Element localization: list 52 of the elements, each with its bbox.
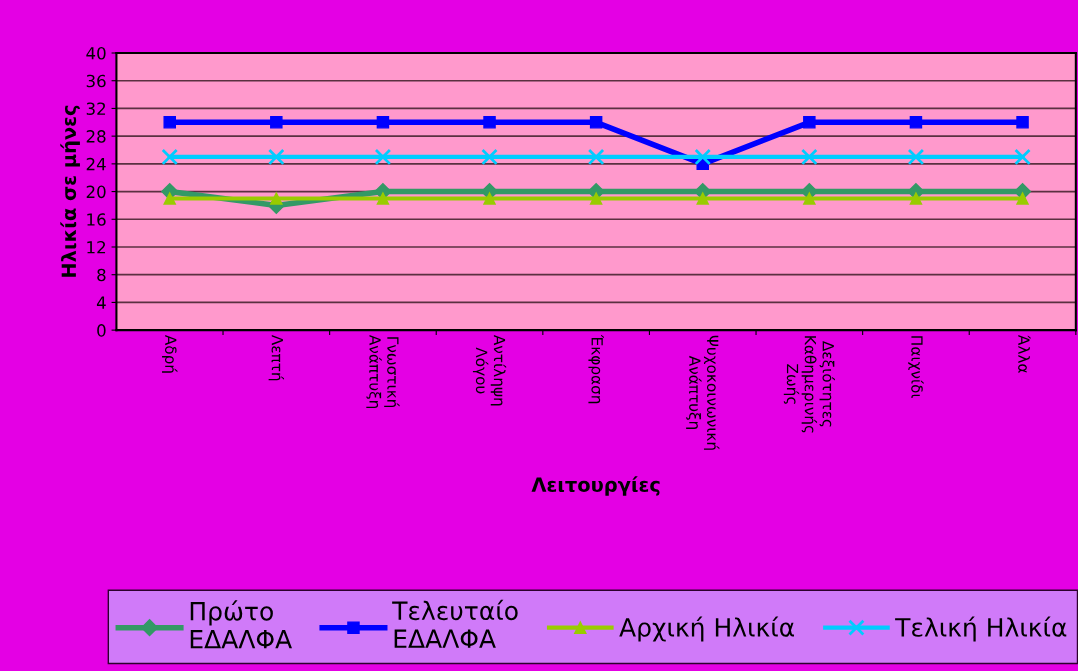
point [1016,116,1029,129]
y-tick-label: 28 [86,130,106,143]
y-axis-title: Ηλικία σε μήνες [60,105,80,277]
x-tick-label: Παιχνίδι [908,336,924,399]
y-tick-label: 0 [97,324,106,337]
x-tick-label: Άλλα [1018,334,1031,373]
point [801,148,818,166]
y-tick-label: 40 [86,46,106,60]
point [1016,192,1029,205]
point [270,116,283,129]
x-tick-label: Έκφραση [588,334,604,404]
point [909,116,923,129]
point [163,116,176,129]
point [694,148,712,166]
legend-label: Πρώτο ΕΔΑΛΦΑ [190,600,292,649]
x-tick-label: Ψυχοκοινωνική Ανάπτυξη [686,335,720,450]
x-tick-label: Λεπτή [268,334,285,381]
point [483,192,496,205]
legend-label: Τελική Ηλικία [895,616,1067,642]
point [270,192,283,205]
point [589,192,603,205]
x-tick-label: Γνωστική Ανάπτυξη [366,334,400,409]
point [481,148,498,166]
point [696,192,709,205]
y-tick-label: 16 [87,213,106,226]
y-tick-label: 4 [96,296,106,309]
point [374,148,392,166]
point [483,116,496,129]
point [907,148,925,166]
point [589,116,603,129]
y-tick-label: 36 [86,74,106,88]
point [1014,148,1031,166]
y-tick-label: 12 [87,240,106,254]
point [587,148,605,166]
y-tick-label: 20 [86,185,106,199]
point [161,148,179,166]
point [267,148,285,166]
point [803,192,816,205]
y-tick-label: 24 [86,157,106,171]
x-tick-label: Αδρή [162,334,178,373]
y-tick-label: 8 [97,268,106,282]
point [909,192,923,205]
point [163,192,176,205]
x-tick-label: Δεξιότητες Καθημερινής Ζωής [783,336,835,433]
legend-label: Αρχική Ηλικία [619,616,794,642]
x-axis-title: Λειτουργίες [531,476,660,496]
y-tick-label: 32 [86,102,106,115]
point [803,116,816,129]
point [376,192,390,205]
x-tick-label: Αντίληψη Λόγου [472,334,507,406]
legend-label: Τελευταίο ΕΔΑΛΦΑ [392,599,518,648]
point [376,116,390,129]
